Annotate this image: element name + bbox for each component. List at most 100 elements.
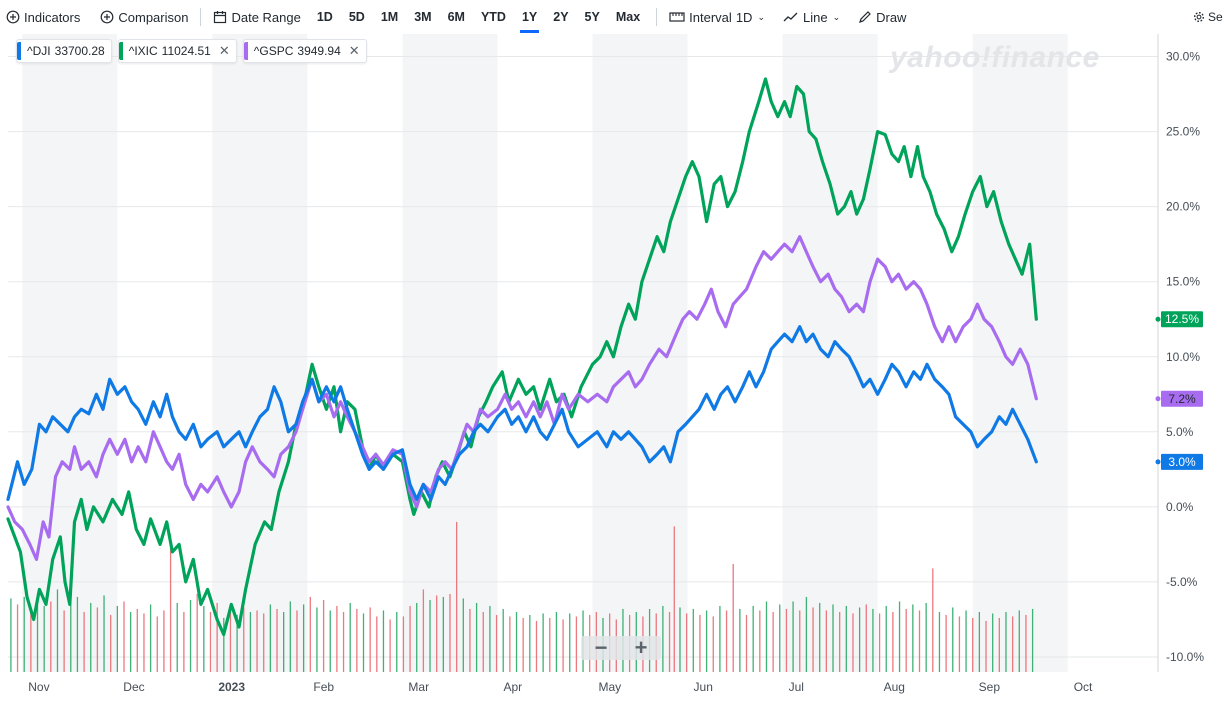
volume-bar xyxy=(50,601,52,672)
volume-bar xyxy=(542,613,544,672)
volume-bar xyxy=(90,602,92,672)
volume-bar xyxy=(489,605,491,672)
range-button-6m[interactable]: 6M xyxy=(447,10,465,24)
volume-bar xyxy=(130,611,132,672)
volume-bar xyxy=(705,610,708,672)
comparison-button[interactable]: Comparison xyxy=(94,10,194,25)
volume-bar xyxy=(223,617,225,672)
range-button-ytd[interactable]: YTD xyxy=(480,10,506,24)
volume-bar xyxy=(832,604,834,672)
x-tick-label: Mar xyxy=(408,680,429,694)
volume-bar xyxy=(70,599,72,672)
volume-bar xyxy=(662,605,664,672)
volume-bar xyxy=(389,619,391,672)
volume-bar xyxy=(316,607,318,672)
volume-bar xyxy=(176,602,178,672)
close-icon[interactable]: ✕ xyxy=(348,43,360,58)
volume-bar xyxy=(402,616,405,672)
chart-type-dropdown[interactable]: Line ⌄ xyxy=(777,10,846,25)
volume-bar xyxy=(436,595,438,672)
range-button-1y[interactable]: 1Y xyxy=(514,10,545,33)
gear-icon xyxy=(1194,12,1204,22)
zoom-controls: − + xyxy=(581,636,661,660)
volume-bar xyxy=(196,593,198,672)
volume-bar xyxy=(852,613,854,672)
interval-value: 1D xyxy=(735,9,753,25)
end-marker xyxy=(1155,316,1161,322)
range-button-1d[interactable]: 1D xyxy=(316,10,333,24)
range-buttons: 1D 5D 1M 3M 6M YTD 1Y 2Y 5Y Max xyxy=(309,10,648,33)
volume-bar xyxy=(376,616,378,672)
volume-bar xyxy=(925,602,927,672)
plus-circle-icon xyxy=(100,10,114,24)
zoom-out-button[interactable]: − xyxy=(594,635,608,660)
range-button-5y[interactable]: 5Y xyxy=(584,10,600,24)
volume-bar xyxy=(469,608,471,672)
volume-bar xyxy=(785,608,788,672)
volume-bar xyxy=(812,607,814,672)
legend-chip[interactable]: ^DJI 33700.28 xyxy=(16,39,112,63)
range-button-3m[interactable]: 3M xyxy=(414,10,432,24)
legend-chip[interactable]: ^IXIC 11024.51 ✕ xyxy=(117,39,237,63)
end-label-value: 7.2% xyxy=(1168,392,1196,406)
range-button-5d[interactable]: 5D xyxy=(348,10,365,24)
yahoo-finance-watermark: yahoo!finance xyxy=(890,41,1100,74)
volume-bar xyxy=(475,602,478,672)
volume-bar xyxy=(296,610,298,672)
volume-bar xyxy=(745,614,748,672)
volume-bar xyxy=(1018,610,1020,672)
settings-button[interactable]: Se xyxy=(1193,10,1223,24)
close-icon[interactable]: ✕ xyxy=(218,43,230,58)
x-tick-label: May xyxy=(599,680,622,694)
volume-bar xyxy=(1011,616,1014,672)
volume-bar xyxy=(382,610,385,672)
volume-bar xyxy=(36,593,39,672)
date-range-button[interactable]: Date Range xyxy=(207,10,306,25)
y-tick-label: 5.0% xyxy=(1166,425,1194,439)
interval-dropdown[interactable]: Interval 1D ⌄ xyxy=(663,10,771,25)
legend-chip[interactable]: ^GSPC 3949.94 ✕ xyxy=(242,39,367,63)
month-shading xyxy=(22,34,118,672)
volume-bar xyxy=(522,617,524,672)
x-tick-label: 2023 xyxy=(218,680,245,694)
toolbar-divider xyxy=(656,8,658,26)
draw-button[interactable]: Draw xyxy=(852,10,912,25)
volume-bar xyxy=(422,589,425,672)
volume-bar xyxy=(209,611,212,672)
volume-bar xyxy=(1031,608,1034,672)
range-button-1m[interactable]: 1M xyxy=(380,10,399,24)
month-shading xyxy=(592,34,688,672)
volume-bar xyxy=(555,611,558,672)
volume-bar xyxy=(1025,614,1027,672)
volume-bar xyxy=(256,610,258,672)
volume-bar xyxy=(409,605,411,672)
volume-bar xyxy=(482,611,484,672)
indicators-button[interactable]: Indicators xyxy=(0,10,86,25)
y-tick-label: 15.0% xyxy=(1166,275,1200,289)
volume-bar xyxy=(872,608,874,672)
y-tick-label: 25.0% xyxy=(1166,125,1200,139)
volume-bar xyxy=(136,608,138,672)
volume-bar xyxy=(1005,611,1007,672)
end-label-box xyxy=(1161,453,1203,470)
toolbar-divider xyxy=(200,8,202,26)
range-button-2y[interactable]: 2Y xyxy=(553,10,569,24)
y-tick-label: 20.0% xyxy=(1166,200,1200,214)
volume-bar xyxy=(712,616,714,672)
volume-bar xyxy=(759,610,761,672)
volume-bar xyxy=(229,608,232,672)
x-tick-label: Dec xyxy=(123,680,144,694)
volume-bar xyxy=(189,599,192,672)
volume-bar xyxy=(905,608,907,672)
line-chart-icon xyxy=(783,12,798,22)
volume-bar xyxy=(858,607,861,672)
volume-bar xyxy=(123,601,125,672)
volume-bar xyxy=(799,610,801,672)
volume-bar xyxy=(918,610,921,672)
end-label-value: 12.5% xyxy=(1165,312,1199,326)
range-button-max[interactable]: Max xyxy=(615,10,641,24)
zoom-in-button[interactable]: + xyxy=(634,635,648,660)
volume-bar xyxy=(535,620,538,672)
legend: ^DJI 33700.28 ^IXIC 11024.51 ✕ ^GSPC 3949.94 ✕ xyxy=(16,39,367,63)
